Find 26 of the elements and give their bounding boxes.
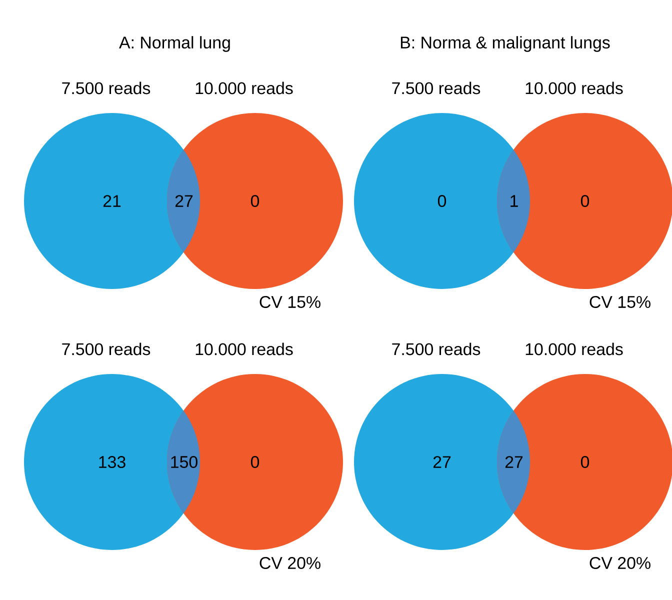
text: CV 15% bbox=[590, 296, 650, 308]
text: CV 15% bbox=[260, 296, 320, 308]
data-label: 150 bbox=[171, 456, 198, 468]
category-label: 7.500 reads bbox=[62, 342, 150, 356]
category-label: 7.500 reads bbox=[392, 342, 480, 356]
data-label: 27 bbox=[433, 456, 451, 468]
data-label: 0 bbox=[438, 195, 446, 207]
category-label: 7.500 reads bbox=[62, 82, 150, 94]
data-label: 1 bbox=[510, 195, 518, 207]
data-label: 27 bbox=[175, 195, 193, 207]
text: CV 20% bbox=[260, 557, 320, 569]
data-label: 0 bbox=[250, 195, 260, 207]
category-label: 10.000 reads bbox=[196, 82, 293, 94]
data-label: 21 bbox=[103, 195, 121, 207]
text: CV 20% bbox=[590, 557, 650, 569]
data-label: 0 bbox=[580, 195, 590, 207]
text: A: Normal lung bbox=[119, 36, 230, 52]
data-label: 0 bbox=[250, 456, 260, 468]
data-label: 0 bbox=[580, 456, 590, 468]
data-label: 27 bbox=[505, 456, 523, 468]
category-label: 10.000 reads bbox=[196, 342, 293, 356]
category-label: 10.000 reads bbox=[526, 342, 623, 356]
category-label: 10.000 reads bbox=[526, 82, 623, 94]
text: B: Norma & malignant lungs bbox=[400, 36, 610, 52]
category-label: 7.500 reads bbox=[392, 82, 480, 94]
data-label: 133 bbox=[99, 456, 126, 468]
